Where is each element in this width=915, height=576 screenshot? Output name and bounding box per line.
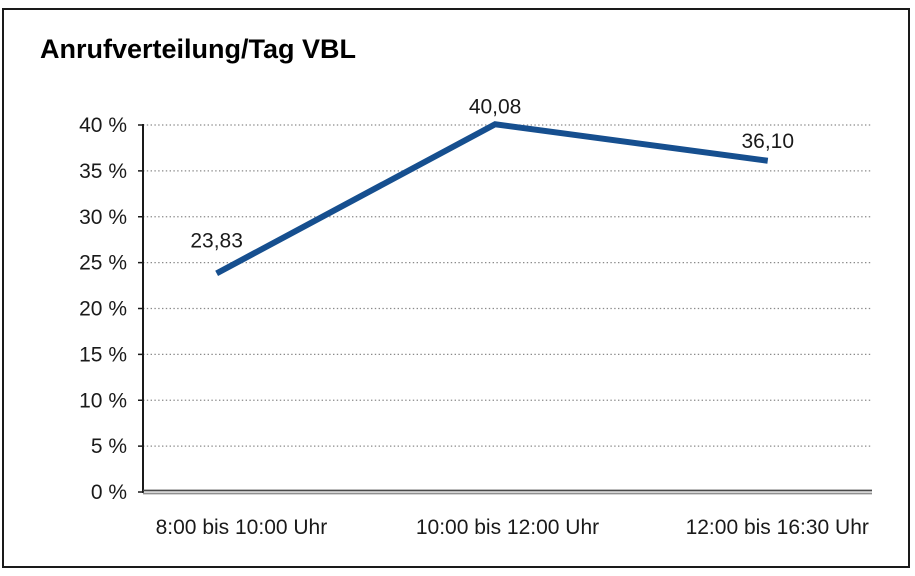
x-axis-category-label: 12:00 bis 16:30 Uhr bbox=[686, 516, 869, 539]
x-axis-labels-group: 8:00 bis 10:00 Uhr 10:00 bis 12:00 Uhr 12:… bbox=[156, 516, 869, 539]
y-axis-tick-label: 25 % bbox=[79, 252, 127, 275]
y-axis-labels-group: 0 % 5 % 10 % 15 % 20 % 25 % 30 % 35 % 40 % bbox=[79, 114, 127, 504]
outer-border bbox=[2, 8, 910, 568]
y-axis-tick-label: 0 % bbox=[91, 481, 127, 504]
y-axis-tick-label: 10 % bbox=[79, 389, 127, 412]
data-point-label: 36,10 bbox=[741, 130, 794, 153]
y-axis-tick-label: 35 % bbox=[79, 160, 127, 183]
y-axis-tick-label: 40 % bbox=[79, 114, 127, 137]
series-line bbox=[215, 121, 769, 277]
axes-group bbox=[138, 124, 872, 495]
gridlines-group bbox=[143, 124, 872, 447]
x-axis-category-label: 10:00 bis 12:00 Uhr bbox=[416, 516, 599, 539]
x-axis-category-label: 8:00 bis 10:00 Uhr bbox=[156, 516, 328, 539]
data-series-group bbox=[215, 121, 769, 277]
data-point-label: 23,83 bbox=[190, 229, 243, 252]
y-axis-tick-label: 30 % bbox=[79, 206, 127, 229]
data-point-label: 40,08 bbox=[469, 95, 522, 118]
data-labels-group: 23,83 40,08 36,10 bbox=[190, 95, 794, 252]
y-axis-tick-label: 15 % bbox=[79, 343, 127, 366]
chart-title: Anrufverteilung/Tag VBL bbox=[40, 34, 356, 64]
y-axis-tick-label: 20 % bbox=[79, 298, 127, 321]
y-axis-tick-label: 5 % bbox=[91, 435, 127, 458]
